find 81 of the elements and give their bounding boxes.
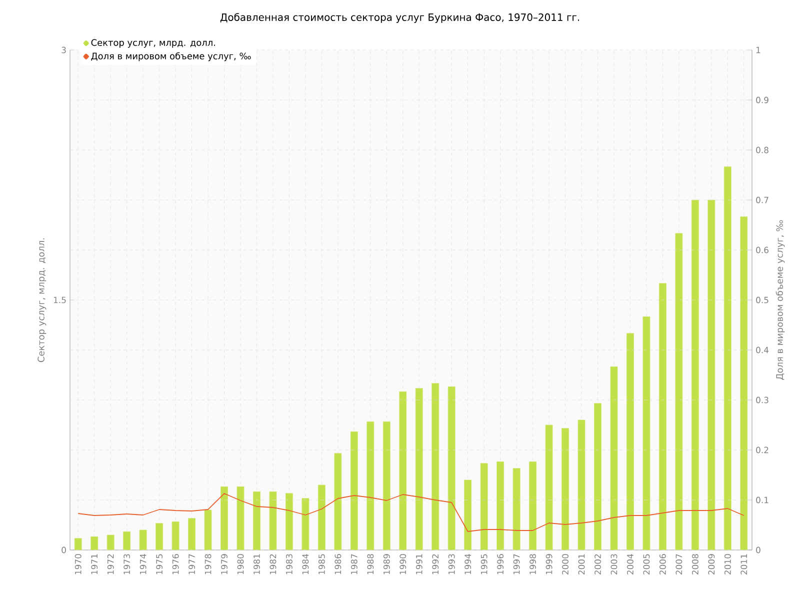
bar	[708, 200, 716, 550]
x-tick-label: 1986	[334, 554, 342, 574]
x-tick-label: 1989	[383, 554, 390, 574]
x-tick-label: 2011	[740, 554, 748, 574]
x-tick-label: 1972	[107, 554, 114, 574]
x-tick-label: 1991	[416, 554, 422, 574]
bar	[350, 431, 358, 550]
x-tick-label: 1987	[350, 554, 358, 574]
y2-tick-label: 0.1	[756, 496, 768, 504]
bar	[188, 518, 196, 550]
x-tick-label: 1980	[237, 554, 244, 574]
x-tick-label: 2003	[610, 554, 618, 574]
legend-label: Доля в мировом объеме услуг, ‰	[91, 52, 251, 62]
y2-tick-label: 0.8	[756, 146, 768, 154]
bar	[399, 391, 407, 550]
y2-tick-label: 0.4	[756, 346, 769, 354]
x-tick-label: 2005	[643, 554, 650, 574]
x-tick-label: 1978	[204, 554, 212, 574]
y2-tick-label: 0.7	[756, 196, 768, 204]
x-tick-label: 1985	[318, 554, 325, 574]
x-tick-label: 1983	[286, 554, 292, 574]
bar	[740, 216, 748, 550]
bar	[382, 421, 390, 550]
bar	[562, 428, 569, 550]
x-tick-label: 1999	[546, 554, 552, 574]
bar	[691, 200, 699, 550]
x-tick-label: 1977	[188, 554, 195, 574]
x-tick-label: 2010	[724, 554, 731, 574]
x-tick-label: 1988	[367, 554, 374, 574]
bar	[659, 283, 666, 550]
x-tick-label: 2000	[562, 554, 568, 574]
bar	[496, 461, 504, 550]
y2-tick-label: 0.6	[756, 246, 768, 254]
y2-axis-title: Доля в мировом объеме услуг, ‰	[776, 220, 785, 380]
x-tick-label: 1970	[74, 554, 82, 574]
x-tick-label: 1979	[221, 554, 228, 574]
x-tick-label: 1995	[480, 554, 488, 574]
x-tick-label: 1996	[497, 554, 504, 574]
bar	[626, 333, 634, 550]
bar	[594, 403, 602, 550]
x-tick-label: 1990	[400, 554, 406, 574]
x-tick-label: 2008	[692, 554, 698, 574]
x-tick-label: 1982	[270, 554, 276, 574]
bar	[724, 166, 732, 550]
y-axis-title: Сектор услуг, млрд. долл.	[38, 238, 46, 362]
y2-tick-label: 0.3	[756, 396, 768, 404]
x-tick-label: 1993	[448, 554, 455, 574]
x-tick-label: 1994	[464, 554, 472, 574]
x-tick-label: 1992	[432, 554, 439, 574]
x-tick-label: 1997	[513, 554, 520, 574]
x-tick-label: 1971	[91, 554, 98, 574]
x-tick-label: 2009	[708, 554, 715, 574]
bar	[448, 386, 456, 550]
y2-tick-label: 0.2	[756, 446, 768, 454]
x-tick-label: 1976	[172, 554, 179, 574]
bar	[480, 463, 488, 550]
chart-title: Добавленная стоимость сектора услуг Буркина Фасо, 1970–2011 гг.	[220, 13, 580, 23]
x-tick-label: 2006	[660, 554, 666, 574]
bar	[415, 388, 423, 550]
x-tick-label: 1975	[156, 554, 163, 574]
y-tick-label: 3	[62, 46, 66, 54]
bar	[432, 383, 440, 550]
x-tick-label: 1974	[140, 554, 146, 574]
y2-tick-label: 0	[756, 546, 760, 554]
x-tick-label: 2002	[594, 554, 601, 574]
x-tick-label: 2007	[676, 554, 682, 574]
x-tick-label: 1984	[302, 554, 309, 574]
bar	[366, 421, 374, 550]
bar	[156, 523, 164, 550]
legend-label: Сектор услуг, млрд. долл.	[91, 39, 215, 48]
x-tick-label: 2001	[578, 554, 585, 574]
x-tick-label: 1998	[530, 554, 536, 574]
x-tick-label: 1973	[124, 554, 130, 574]
y-tick-label: 0	[62, 546, 66, 554]
y-tick-label: 1.5	[54, 296, 66, 304]
y2-tick-label: 0.5	[756, 296, 768, 304]
bar	[529, 461, 536, 550]
y2-tick-label: 1	[756, 46, 760, 54]
y2-tick-label: 0.9	[756, 96, 768, 104]
x-tick-label: 1981	[254, 554, 260, 574]
x-tick-label: 2004	[627, 554, 634, 574]
